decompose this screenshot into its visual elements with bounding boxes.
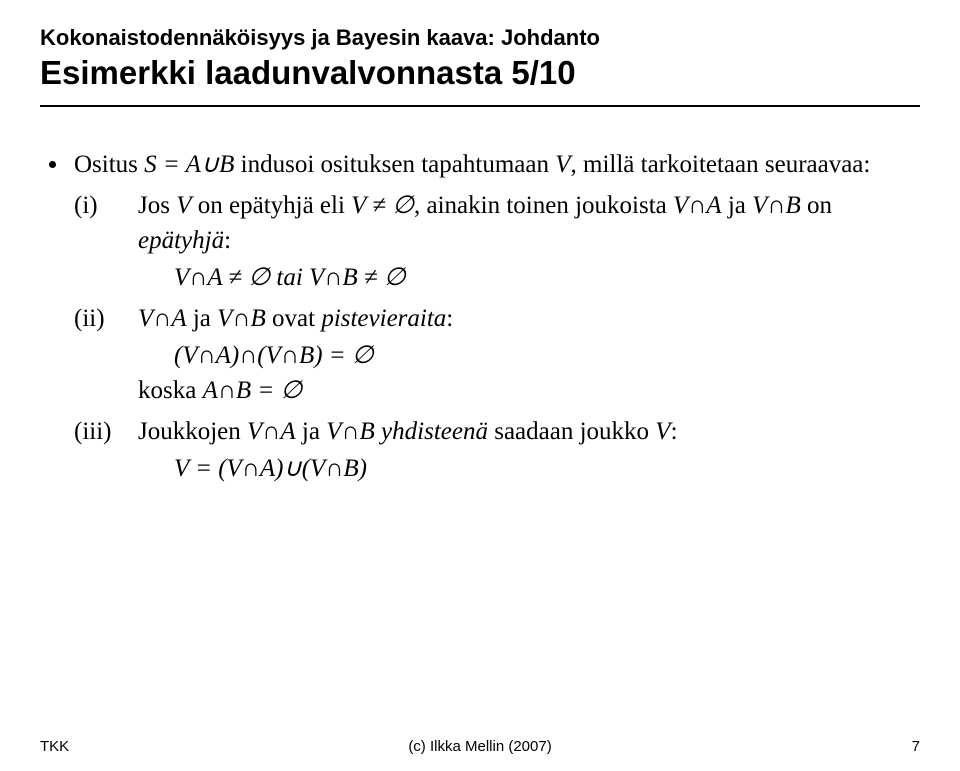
suptitle: Kokonaistodennäköisyys ja Bayesin kaava:… bbox=[40, 24, 920, 52]
ii-l3-expr: A∩B = ∅ bbox=[203, 377, 303, 404]
i-l1-va: V∩A bbox=[673, 192, 722, 219]
item-ii-line1: V∩A ja V∩B ovat pistevieraita: bbox=[138, 301, 920, 336]
intro-text: Ositus S = A∪B indusoi osituksen tapahtu… bbox=[74, 151, 870, 178]
iii-l1-a: Joukkojen bbox=[138, 418, 247, 445]
i-l1-v: V bbox=[176, 192, 191, 219]
item-i-label: (i) bbox=[74, 188, 138, 295]
iii-l1-f: : bbox=[671, 418, 678, 445]
iii-l1-d: yhdisteenä bbox=[381, 418, 488, 445]
iii-l1-e: saadaan joukko bbox=[488, 418, 655, 445]
iii-l1-b: ja bbox=[296, 418, 327, 445]
item-iii-body: Joukkojen V∩A ja V∩B yhdisteenä saadaan … bbox=[138, 414, 920, 486]
iii-l1-vb: V∩B bbox=[326, 418, 375, 445]
intro-suffix-2: , millä tarkoitetaan seuraavaa: bbox=[571, 151, 871, 178]
intro-expr: S = A∪B bbox=[144, 151, 234, 178]
item-i-line1: Jos V on epätyhjä eli V ≠ ∅, ainakin toi… bbox=[138, 188, 920, 258]
ii-l1-d: : bbox=[446, 305, 453, 332]
body: Ositus S = A∪B indusoi osituksen tapahtu… bbox=[40, 147, 920, 486]
ii-l1-vb: V∩B bbox=[217, 305, 266, 332]
ii-l1-va: V∩A bbox=[138, 305, 187, 332]
i-l1-e: on bbox=[801, 192, 832, 219]
ii-l1-b: ovat bbox=[266, 305, 322, 332]
item-iii: (iii) Joukkojen V∩A ja V∩B yhdisteenä sa… bbox=[74, 414, 920, 486]
intro-prefix: Ositus bbox=[74, 151, 144, 178]
item-i: (i) Jos V on epätyhjä eli V ≠ ∅, ainakin… bbox=[74, 188, 920, 295]
i-l1-b: on epätyhjä eli bbox=[192, 192, 352, 219]
item-i-line2: V∩A ≠ ∅ tai V∩B ≠ ∅ bbox=[138, 260, 920, 295]
iii-l1-v: V bbox=[655, 418, 670, 445]
title-rule bbox=[40, 105, 920, 107]
item-ii: (ii) V∩A ja V∩B ovat pistevieraita: (V∩A… bbox=[74, 301, 920, 408]
bullet-main: Ositus S = A∪B indusoi osituksen tapahtu… bbox=[70, 147, 920, 486]
item-ii-line2: (V∩A)∩(V∩B) = ∅ bbox=[138, 338, 920, 373]
i-l1-vb: V∩B bbox=[752, 192, 801, 219]
i-l1-c: , ainakin toinen joukoista bbox=[414, 192, 673, 219]
slide-page: Kokonaistodennäköisyys ja Bayesin kaava:… bbox=[0, 0, 960, 771]
ii-l1-c: pistevieraita bbox=[321, 305, 446, 332]
item-iii-label: (iii) bbox=[74, 414, 138, 486]
i-l1-f: epätyhjä bbox=[138, 227, 224, 254]
ii-l1-a: ja bbox=[187, 305, 218, 332]
item-ii-label: (ii) bbox=[74, 301, 138, 408]
iii-l1-va: V∩A bbox=[247, 418, 296, 445]
i-l1-d: ja bbox=[722, 192, 753, 219]
i-l1-a: Jos bbox=[138, 192, 176, 219]
item-iii-line1: Joukkojen V∩A ja V∩B yhdisteenä saadaan … bbox=[138, 414, 920, 449]
title: Esimerkki laadunvalvonnasta 5/10 bbox=[40, 54, 920, 92]
footer-right: 7 bbox=[912, 738, 920, 755]
intro-v: V bbox=[555, 151, 570, 178]
i-l1-g: : bbox=[224, 227, 231, 254]
item-ii-body: V∩A ja V∩B ovat pistevieraita: (V∩A)∩(V∩… bbox=[138, 301, 920, 408]
item-i-body: Jos V on epätyhjä eli V ≠ ∅, ainakin toi… bbox=[138, 188, 920, 295]
ii-l3-a: koska bbox=[138, 377, 203, 404]
intro-suffix-1: indusoi osituksen tapahtumaan bbox=[234, 151, 555, 178]
items: (i) Jos V on epätyhjä eli V ≠ ∅, ainakin… bbox=[74, 188, 920, 486]
footer-center: (c) Ilkka Mellin (2007) bbox=[0, 738, 960, 755]
item-iii-line2: V = (V∩A)∪(V∩B) bbox=[138, 451, 920, 486]
item-ii-line3: koska A∩B = ∅ bbox=[138, 373, 920, 408]
i-l1-expr: V ≠ ∅ bbox=[351, 192, 414, 219]
